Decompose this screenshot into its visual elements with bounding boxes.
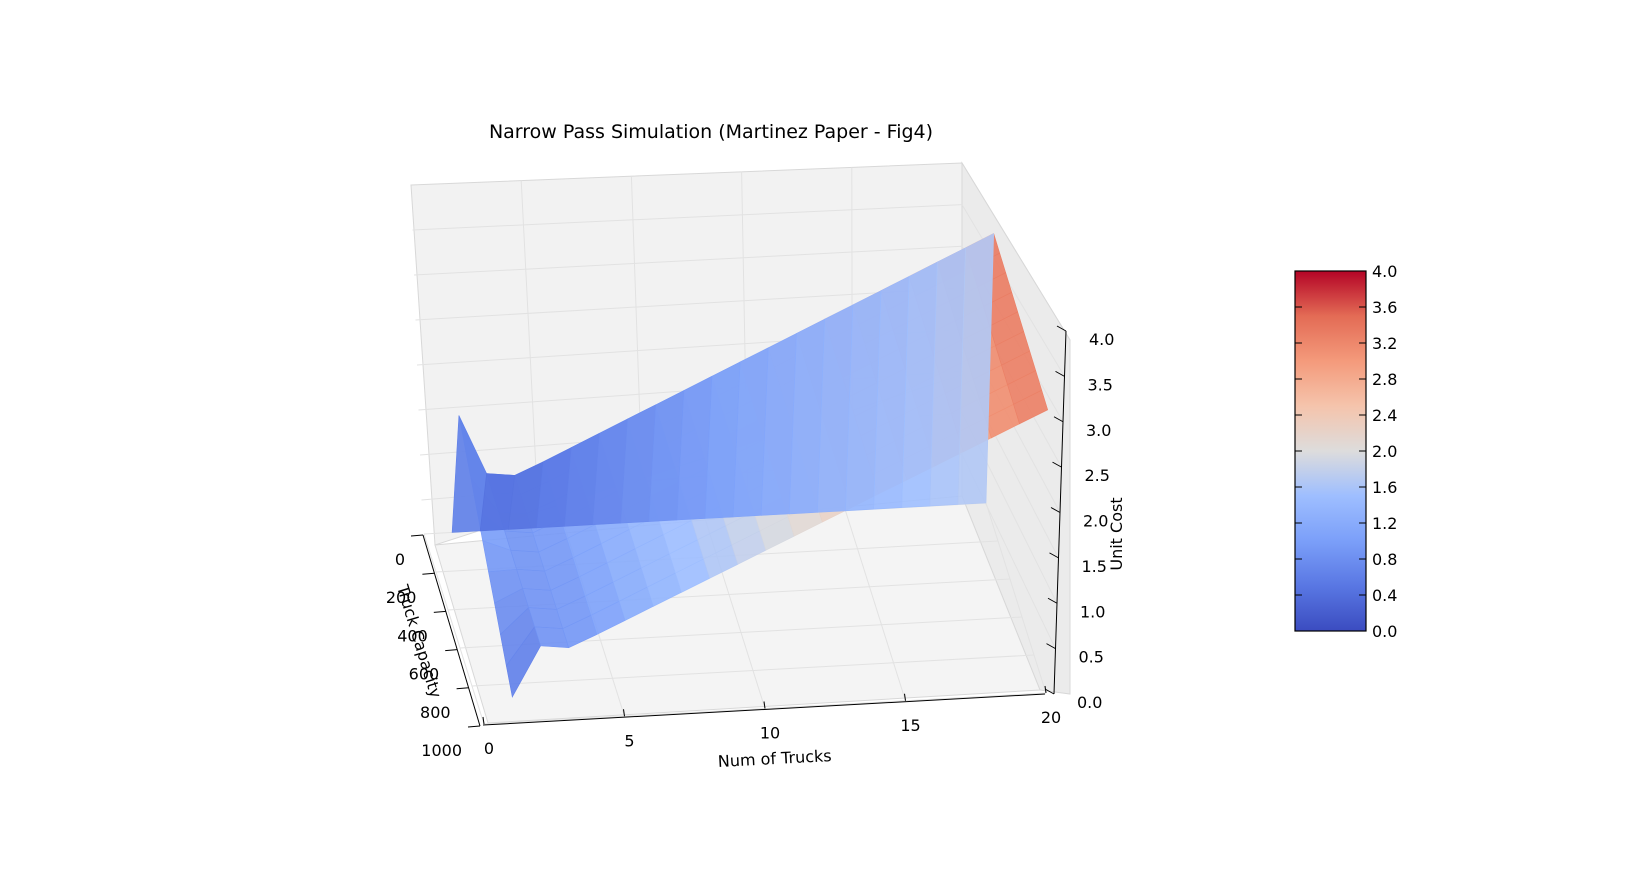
back-grid-line xyxy=(412,204,963,231)
z-tick-label: 3.5 xyxy=(1088,375,1113,394)
y-tick-label: 800 xyxy=(420,703,451,722)
z-tick-mark xyxy=(1055,370,1065,377)
z-tick-label: 4.0 xyxy=(1089,330,1114,349)
y-tick-label: 0 xyxy=(395,550,405,569)
floor-grid-line xyxy=(985,502,1047,694)
z-tick-label: 1.0 xyxy=(1080,602,1105,621)
colorbar-tick-label: 0.0 xyxy=(1372,622,1397,641)
x-tick-mark xyxy=(623,709,625,717)
x-tick-label: 0 xyxy=(484,739,494,758)
side-grid-line xyxy=(961,204,1065,377)
colorbar-tick-label: 2.8 xyxy=(1372,370,1397,389)
z-tick-mark xyxy=(1056,325,1067,332)
colorbar xyxy=(1294,270,1367,632)
colorbar-tick-label: 0.8 xyxy=(1372,550,1397,569)
back-grid-line xyxy=(415,287,963,321)
y-tick-mark xyxy=(433,610,446,613)
z-tick-label: 2.0 xyxy=(1083,512,1108,531)
x-tick-label: 15 xyxy=(900,716,920,735)
y-tick-label: 600 xyxy=(409,665,440,684)
z-tick-label: 1.5 xyxy=(1082,557,1107,576)
surface-mesh xyxy=(451,233,1049,698)
colorbar-tick-label: 2.4 xyxy=(1372,406,1397,425)
z-tick-label: 2.5 xyxy=(1085,466,1110,485)
y-tick-label: 200 xyxy=(386,588,417,607)
x-tick-mark xyxy=(482,716,485,725)
z-tick-label: 3.0 xyxy=(1086,421,1111,440)
floor-grid-line xyxy=(471,654,1035,687)
z-tick-mark xyxy=(1049,552,1059,559)
y-tick-mark xyxy=(445,649,458,652)
z-tick-label: 0.0 xyxy=(1077,693,1102,712)
z-tick-mark xyxy=(1047,597,1058,604)
y-tick-mark xyxy=(410,534,424,537)
y-tick-mark xyxy=(456,687,469,690)
z-tick-mark xyxy=(1052,461,1062,468)
surface-patch xyxy=(957,233,995,505)
y-tick-label: 400 xyxy=(397,626,428,645)
y-axis-ticks: 0 200 400 600 800 1000 xyxy=(386,534,481,760)
floor-grid-line xyxy=(423,533,485,725)
x-tick-mark xyxy=(763,701,766,709)
colorbar-tick-label: 3.6 xyxy=(1372,298,1397,317)
colorbar-tick-label: 1.2 xyxy=(1372,514,1397,533)
y-tick-label: 1000 xyxy=(421,741,462,760)
x-axis-line xyxy=(482,693,1046,726)
y-tick-mark xyxy=(422,572,435,575)
floor-grid-line xyxy=(845,510,906,701)
x-tick-label: 10 xyxy=(760,724,780,743)
back-grid-line xyxy=(413,245,963,276)
x-axis-ticks: 0 5 10 15 20 xyxy=(482,685,1061,758)
z-tick-mark xyxy=(1046,643,1056,650)
y-tick-mark xyxy=(467,725,481,728)
x-tick-mark xyxy=(904,693,906,701)
colorbar-tick-label: 2.0 xyxy=(1372,442,1397,461)
x-axis-label: Num of Trucks xyxy=(717,746,832,771)
colorbar-tick-label: 0.4 xyxy=(1372,586,1397,605)
z-tick-mark xyxy=(1044,688,1055,695)
z-axis-ticks: 0.0 0.5 1.0 1.5 2.0 2.5 3.0 3.5 4.0 xyxy=(1044,325,1114,712)
z-tick-mark xyxy=(1053,416,1064,423)
colorbar-tick-label: 1.6 xyxy=(1372,478,1397,497)
z-tick-mark xyxy=(1050,507,1061,513)
colorbar-tick-label: 3.2 xyxy=(1372,334,1397,353)
colorbar-tick-label: 4.0 xyxy=(1372,262,1397,281)
x-tick-label: 20 xyxy=(1041,708,1061,727)
z-axis-label: Unit Cost xyxy=(1107,497,1126,570)
x-tick-label: 5 xyxy=(624,731,634,750)
z-tick-label: 0.5 xyxy=(1079,648,1104,667)
colorbar-ticks: 0.0 0.4 0.8 1.2 1.6 2.0 2.4 2.8 3.2 3.6 4.0 xyxy=(1295,262,1397,641)
chart-title: Narrow Pass Simulation (Martinez Paper -… xyxy=(489,121,933,143)
y-axis-line xyxy=(422,534,481,727)
